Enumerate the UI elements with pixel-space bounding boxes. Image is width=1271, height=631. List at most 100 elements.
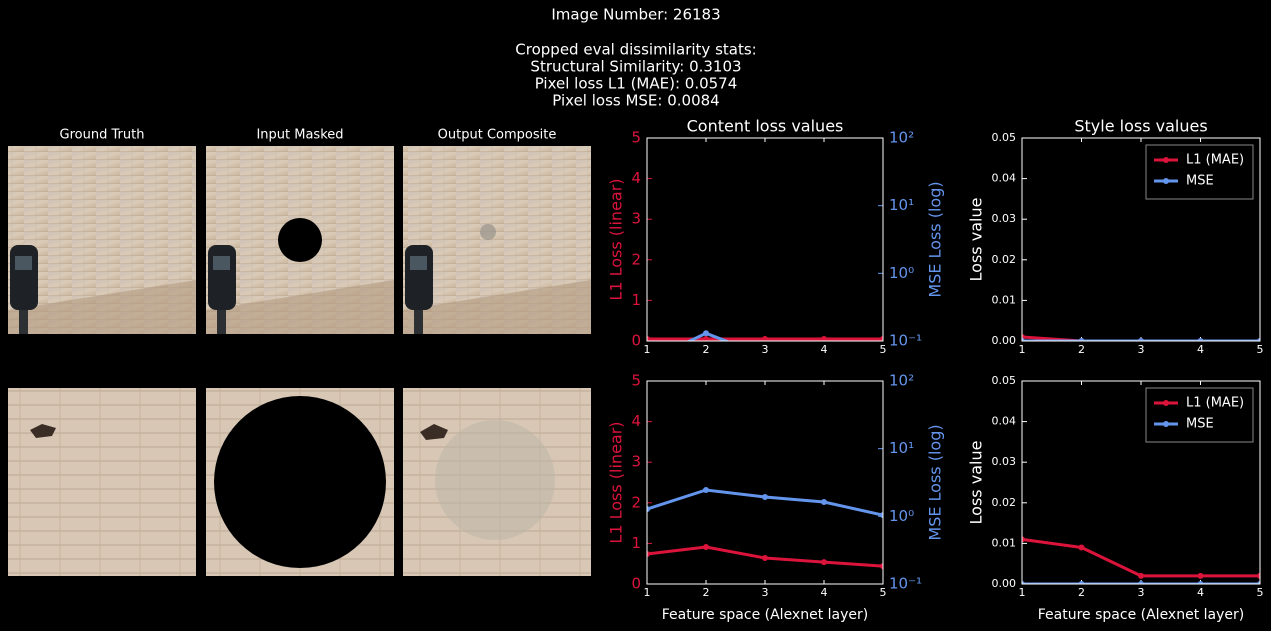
x-tick-label: 3 (1138, 343, 1145, 356)
y-tick-label: 4 (631, 169, 641, 187)
y-tick-label: 10¹ (889, 439, 914, 457)
y-tick-label: 10² (889, 129, 914, 147)
series-marker (647, 506, 650, 513)
series-marker (1138, 581, 1144, 584)
series-marker (703, 330, 709, 337)
series-marker (1257, 572, 1260, 579)
legend-swatch (1163, 178, 1169, 184)
y-tick-label: 0.00 (992, 334, 1017, 347)
series-marker (647, 550, 650, 557)
y-tick-label: 4 (631, 412, 641, 430)
legend-label: MSE (1186, 174, 1214, 189)
x-tick-label: 2 (703, 343, 710, 356)
series-marker (880, 512, 883, 519)
series-marker (821, 559, 827, 566)
y2-axis-label: MSE Loss (log) (926, 424, 945, 540)
y-tick-label: 0.01 (992, 536, 1017, 549)
y-tick-label: 1 (631, 291, 641, 309)
y-axis-label: Loss value (967, 441, 986, 525)
series-marker (821, 498, 827, 505)
y-tick-label: 10⁰ (889, 264, 914, 282)
legend-swatch (1163, 400, 1169, 406)
image-ground-truth (8, 146, 196, 334)
series-marker (1078, 581, 1085, 584)
series-marker (762, 494, 768, 501)
y-tick-label: 0.01 (992, 293, 1017, 306)
axes-frame (646, 380, 884, 585)
x-tick-label: 4 (1197, 343, 1204, 356)
y-axis-label: Loss value (967, 198, 986, 282)
y-tick-label: 0.05 (992, 131, 1017, 144)
x-tick-label: 2 (1078, 586, 1085, 599)
series-marker (1257, 338, 1260, 341)
header-line: Cropped eval dissimilarity stats: (515, 41, 756, 59)
y-tick-label: 5 (631, 129, 641, 147)
legend-label: MSE (1186, 417, 1214, 432)
legend-box (1145, 387, 1254, 443)
series-marker (1197, 581, 1204, 584)
series-marker (1078, 338, 1085, 341)
image-input-masked (206, 146, 394, 334)
series-marker (703, 335, 709, 341)
x-tick-label: 3 (762, 343, 769, 356)
x-tick-label: 4 (821, 586, 828, 599)
x-tick-label: 1 (644, 586, 651, 599)
y-tick-label: 0.05 (992, 374, 1017, 387)
y-tick-label: 10² (889, 372, 914, 390)
series-marker (703, 486, 709, 493)
x-axis-label: Feature space (Alexnet layer) (662, 607, 868, 623)
x-tick-label: 3 (1138, 586, 1145, 599)
series-marker (762, 555, 768, 562)
legend-swatch (1163, 157, 1169, 163)
series-marker (821, 335, 827, 341)
series-marker (1138, 572, 1144, 579)
x-tick-label: 4 (821, 343, 828, 356)
legend-swatch (1163, 421, 1169, 427)
image-title: Input Masked (256, 128, 343, 143)
image-ground-truth-crop (8, 388, 196, 576)
x-tick-label: 3 (762, 586, 769, 599)
y-tick-label: 5 (631, 372, 641, 390)
x-axis-label: Feature space (Alexnet layer) (1038, 607, 1244, 623)
line-chart: 1 2 3 4 5 0.00 0.01 0.02 0.03 0.04 0.05 Style loss … (967, 117, 1264, 357)
image-output-composite (403, 146, 591, 334)
series-marker (1022, 338, 1025, 341)
axes-frame (1021, 380, 1261, 585)
series-marker (762, 335, 768, 341)
axes-frame (646, 137, 884, 342)
x-tick-label: 5 (1257, 586, 1264, 599)
legend-label: L1 (MAE) (1186, 396, 1244, 411)
x-tick-label: 2 (703, 586, 710, 599)
series-marker (703, 544, 709, 551)
y-tick-label: 3 (631, 453, 641, 471)
y-tick-label: 0.04 (992, 172, 1017, 185)
chart-title: Content loss values (687, 117, 844, 136)
series-marker (1197, 572, 1204, 579)
plot-area (647, 138, 883, 341)
series-marker (1257, 581, 1260, 584)
chart-title: Style loss values (1074, 117, 1207, 136)
legend-label: L1 (MAE) (1186, 153, 1244, 168)
legend-box (1145, 144, 1254, 200)
x-tick-label: 4 (1197, 586, 1204, 599)
y-tick-label: 3 (631, 210, 641, 228)
y-tick-label: 2 (631, 250, 641, 268)
y-tick-label: 0.03 (992, 212, 1017, 225)
y-tick-label: 10⁻¹ (889, 575, 922, 593)
x-tick-label: 1 (644, 343, 651, 356)
image-title: Output Composite (438, 128, 557, 143)
image-panels: Ground Truth Input Masked Output Composi… (8, 128, 591, 576)
y-tick-label: 0.03 (992, 455, 1017, 468)
series-marker (1022, 536, 1025, 543)
series-marker (1022, 581, 1025, 584)
y-tick-label: 0.02 (992, 253, 1017, 266)
axes-frame (1021, 137, 1261, 342)
x-tick-label: 5 (880, 586, 887, 599)
y-tick-label: 10⁻¹ (889, 332, 922, 350)
y-tick-label: 0 (631, 332, 641, 350)
y-axis-label: L1 Loss (linear) (607, 178, 626, 300)
series-marker (880, 358, 886, 364)
series-marker (821, 358, 827, 364)
